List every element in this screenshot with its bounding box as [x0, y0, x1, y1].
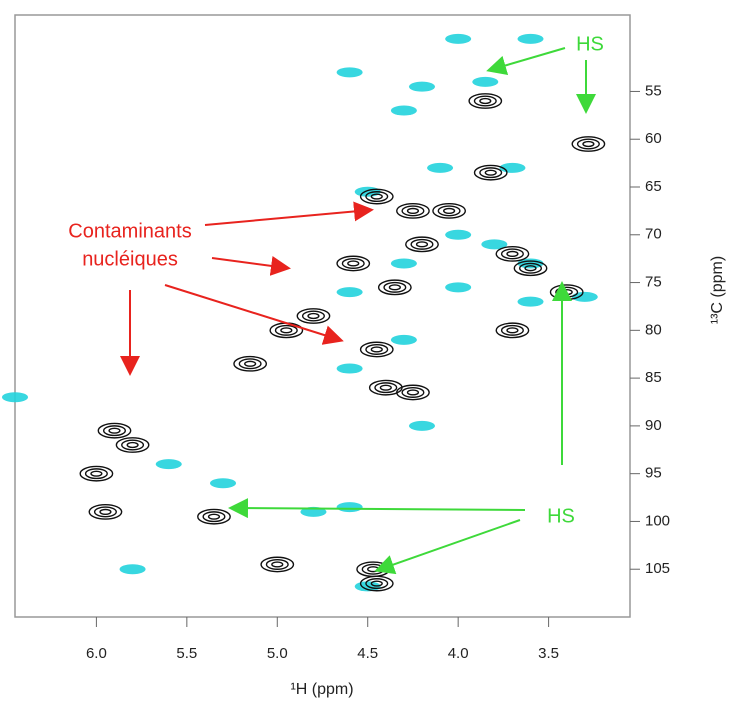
y-axis-label: ¹³C (ppm) [709, 256, 726, 324]
x-tick-label: 4.5 [357, 645, 378, 662]
peak [88, 503, 123, 520]
x-axis-label: ¹H (ppm) [290, 681, 353, 698]
peak [359, 341, 394, 358]
peak [296, 308, 331, 324]
peak [408, 81, 435, 92]
peak [356, 561, 391, 578]
peak [155, 459, 182, 470]
x-tick-label: 4.0 [448, 645, 469, 662]
peak [115, 437, 150, 453]
peak [2, 392, 28, 403]
marks [2, 33, 606, 592]
peak [359, 188, 394, 205]
peak [472, 76, 499, 87]
peak [481, 239, 508, 250]
peak [336, 502, 363, 513]
peak [336, 287, 363, 298]
peak [571, 136, 606, 152]
annotation: Contaminants [68, 220, 191, 242]
y-tick-label: 95 [645, 465, 662, 482]
peak [377, 279, 412, 296]
peak [396, 202, 430, 219]
plot-frame [14, 14, 631, 618]
x-tick-label: 3.5 [538, 645, 559, 662]
y-tick-label: 90 [645, 417, 662, 434]
y-tick-label: 60 [645, 130, 662, 147]
peak [390, 258, 417, 269]
peak [549, 284, 584, 301]
peak [359, 575, 394, 592]
peak [517, 296, 544, 307]
peak [79, 465, 114, 482]
peak [445, 282, 472, 293]
peak [473, 164, 508, 181]
peak [396, 384, 430, 401]
y-tick-label: 85 [645, 369, 662, 386]
peak [269, 322, 304, 339]
peak [495, 322, 530, 339]
peak [427, 162, 454, 173]
peak [260, 556, 295, 573]
peak [571, 291, 598, 302]
peak [390, 334, 417, 345]
annotation: nucléiques [82, 248, 178, 270]
peak [336, 67, 363, 78]
peak [513, 260, 548, 277]
y-tick-label: 55 [645, 82, 662, 99]
red-arrows [120, 201, 374, 376]
x-tick-label: 6.0 [86, 645, 107, 662]
peak [405, 236, 439, 253]
peak [432, 202, 467, 219]
green-arrows [228, 47, 596, 575]
peak [517, 33, 544, 44]
y-tick-label: 75 [645, 274, 662, 291]
x-tick-label: 5.5 [176, 645, 197, 662]
peak [97, 422, 132, 439]
annotation: HS [576, 33, 604, 55]
y-tick-label: 65 [645, 178, 662, 195]
y-tick-label: 105 [645, 560, 670, 577]
y-tick-label: 70 [645, 226, 662, 243]
y-tick-label: 100 [645, 512, 670, 529]
annotation: HS [547, 505, 575, 527]
peak [197, 508, 231, 525]
peak [336, 255, 371, 272]
peak [336, 363, 363, 374]
y-tick-label: 80 [645, 321, 662, 338]
peak [495, 245, 530, 262]
peak [210, 478, 237, 489]
peak [445, 229, 472, 240]
peak [119, 564, 146, 575]
peak [468, 93, 503, 109]
peak [445, 33, 472, 44]
x-tick-label: 5.0 [267, 645, 288, 662]
peak [233, 355, 268, 372]
peak [390, 105, 417, 116]
peak [408, 420, 435, 431]
